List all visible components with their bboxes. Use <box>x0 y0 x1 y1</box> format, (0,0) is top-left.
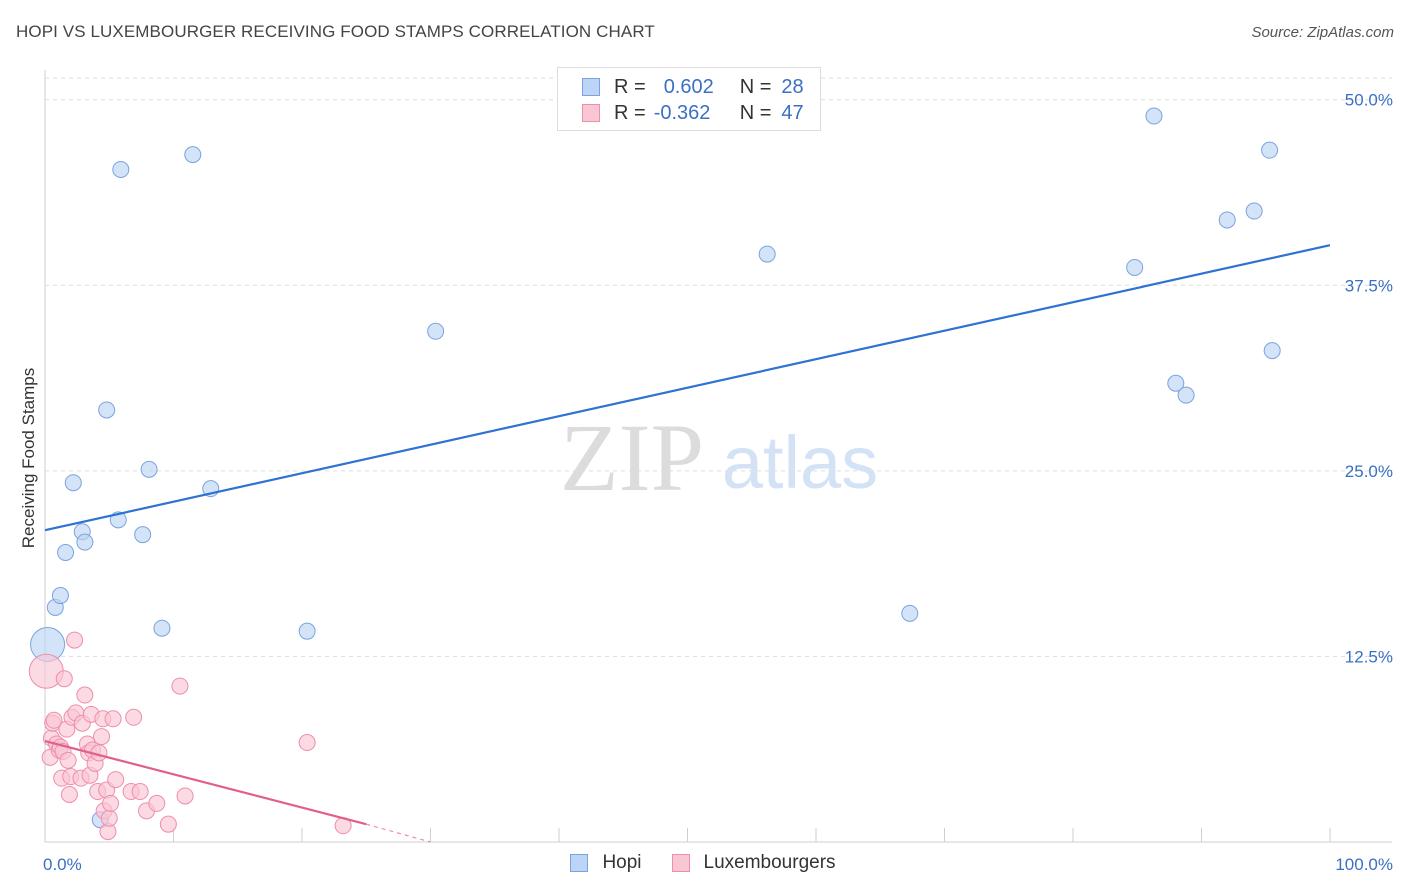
legend-n-label: N = <box>739 75 772 98</box>
series-legend: Hopi Luxembourgers <box>0 852 1406 874</box>
hopi-point <box>98 401 116 419</box>
hopi-point <box>153 619 171 637</box>
luxembourgers-point <box>66 631 84 649</box>
luxembourgers-point <box>93 728 111 746</box>
hopi-point <box>1145 107 1163 125</box>
y-tick-label: 12.5% <box>1345 647 1393 666</box>
hopi-point <box>1126 258 1144 276</box>
legend-r-label: R = <box>614 75 646 98</box>
legend-r-value-luxembourgers: -0.362 <box>653 101 711 124</box>
hopi-point <box>1218 211 1236 229</box>
axes <box>44 70 1392 843</box>
luxembourgers-point <box>100 809 118 827</box>
tick-labels: 12.5% 25.0% 37.5% 50.0% 0.0% 100.0% <box>43 91 1393 874</box>
watermark-atlas: atlas <box>722 421 878 504</box>
x-tick-label-min: 0.0% <box>43 855 82 874</box>
hopi-point <box>51 587 69 605</box>
luxembourgers-point <box>159 815 177 833</box>
hopi-point <box>140 460 158 478</box>
luxembourgers-point <box>60 785 78 803</box>
legend-item-luxembourgers[interactable]: Luxembourgers <box>671 852 836 874</box>
hopi-point <box>901 604 919 622</box>
hopi-point <box>57 544 75 561</box>
hopi-point <box>1167 374 1185 392</box>
legend-item-hopi[interactable]: Hopi <box>570 852 642 874</box>
legend-row-hopi: R = 0.602 N = 28 <box>582 74 804 100</box>
hopi-point <box>76 533 94 551</box>
x-tick-label-max: 100.0% <box>1335 855 1393 874</box>
luxembourgers-trend-extension <box>366 823 431 843</box>
luxembourgers-point <box>125 708 143 726</box>
luxembourgers-swatch <box>582 104 600 122</box>
hopi-trend-line <box>44 244 1331 532</box>
trend-lines <box>44 244 1331 843</box>
luxembourgers-point <box>298 734 316 752</box>
y-tick-label: 37.5% <box>1345 276 1393 295</box>
luxembourgers-point <box>76 686 94 704</box>
luxembourgers-point <box>107 771 125 789</box>
correlation-legend: R = 0.602 N = 28 R = -0.362 N = 47 <box>557 67 821 131</box>
hopi-point <box>1263 342 1281 360</box>
luxembourgers-trend-line <box>44 739 367 826</box>
legend-n-value-luxembourgers: 47 <box>781 101 804 124</box>
luxembourgers-point <box>171 677 189 695</box>
hopi-point <box>758 245 776 263</box>
y-axis-label: Receiving Food Stamps <box>19 368 38 548</box>
watermark: ZIP atlas <box>560 404 878 511</box>
hopi-point <box>112 160 130 178</box>
luxembourgers-swatch <box>671 854 690 872</box>
hopi-point <box>1261 141 1279 159</box>
hopi-point <box>134 526 152 544</box>
data-points <box>28 107 1281 841</box>
luxembourgers-point <box>102 794 120 812</box>
legend-r-label: R = <box>614 101 646 124</box>
luxembourgers-point <box>148 794 166 812</box>
hopi-point <box>184 146 202 164</box>
luxembourgers-point <box>45 711 63 729</box>
y-tick-label: 50.0% <box>1345 91 1393 110</box>
luxembourgers-point <box>176 787 194 805</box>
watermark-zip: ZIP <box>560 404 704 511</box>
luxembourgers-point <box>104 710 122 728</box>
y-tick-label: 25.0% <box>1345 462 1393 481</box>
legend-label-luxembourgers: Luxembourgers <box>703 852 836 873</box>
source-credit: Source: ZipAtlas.com <box>1251 24 1394 41</box>
luxembourgers-point <box>131 783 149 801</box>
chart-title: HOPI VS LUXEMBOURGER RECEIVING FOOD STAM… <box>16 22 655 41</box>
hopi-point <box>1177 386 1195 404</box>
legend-r-value-hopi: 0.602 <box>663 75 714 98</box>
hopi-point <box>64 474 82 492</box>
legend-n-label: N = <box>739 101 772 124</box>
hopi-point <box>427 322 445 340</box>
legend-n-value-hopi: 28 <box>781 75 804 98</box>
luxembourgers-point <box>55 670 73 688</box>
luxembourgers-point <box>59 751 77 769</box>
gridlines <box>45 77 1392 657</box>
hopi-point <box>298 622 316 640</box>
legend-row-luxembourgers: R = -0.362 N = 47 <box>582 100 804 126</box>
hopi-swatch <box>582 78 600 96</box>
hopi-point <box>1245 202 1263 220</box>
legend-label-hopi: Hopi <box>602 852 642 873</box>
hopi-swatch <box>570 854 589 872</box>
